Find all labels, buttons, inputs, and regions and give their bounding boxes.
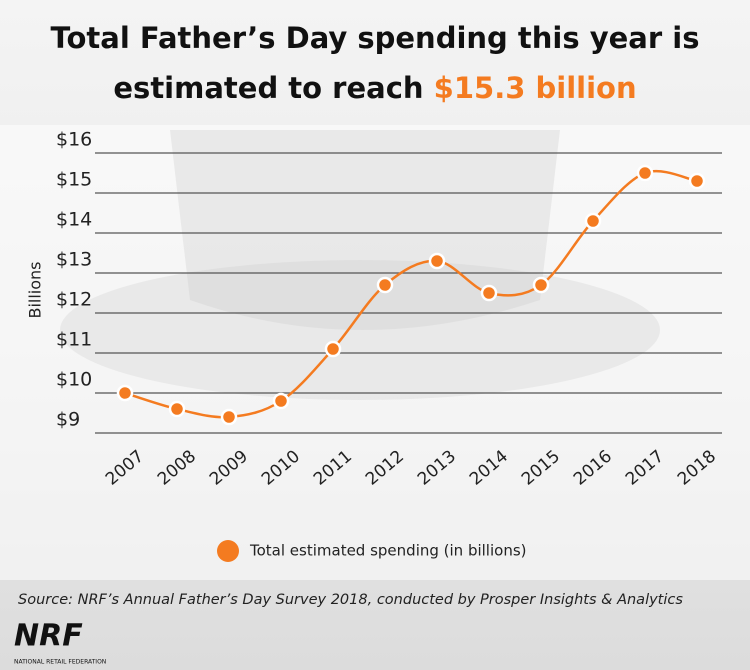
title-text: estimated to reach — [113, 71, 423, 105]
data-point — [168, 400, 186, 418]
y-tick-label: $14 — [56, 209, 92, 231]
cup-shape — [170, 130, 560, 330]
title-line-1: Total Father’s Day spending this year is — [51, 21, 700, 55]
data-point — [116, 384, 134, 402]
title-line-2: estimated to reach $15.3 billion — [113, 71, 636, 105]
y-tick-label: $16 — [56, 129, 92, 151]
y-tick-label: $13 — [56, 249, 92, 271]
y-tick-label: $15 — [56, 169, 92, 191]
title-highlight: $15.3 billion — [434, 71, 637, 105]
data-point — [324, 340, 342, 358]
data-point — [272, 392, 290, 410]
logo: NRF — [14, 619, 83, 654]
data-point — [376, 276, 394, 294]
legend-label: Total estimated spending (in billions) — [249, 542, 527, 560]
y-tick-label: $9 — [56, 409, 80, 431]
data-point — [636, 164, 654, 182]
y-tick-label: $12 — [56, 289, 92, 311]
data-point — [428, 252, 446, 270]
y-tick-label: $10 — [56, 369, 92, 391]
data-point — [532, 276, 550, 294]
y-axis-label: Billions — [26, 261, 45, 318]
y-tick-label: $11 — [56, 329, 92, 351]
data-point — [220, 408, 238, 426]
data-point — [688, 172, 706, 190]
source: Source: NRF’s Annual Father’s Day Survey… — [18, 592, 683, 608]
legend-marker — [217, 540, 239, 562]
logo-subtitle: NATIONAL RETAIL FEDERATION — [14, 659, 106, 666]
data-point — [480, 284, 498, 302]
data-point — [584, 212, 602, 230]
